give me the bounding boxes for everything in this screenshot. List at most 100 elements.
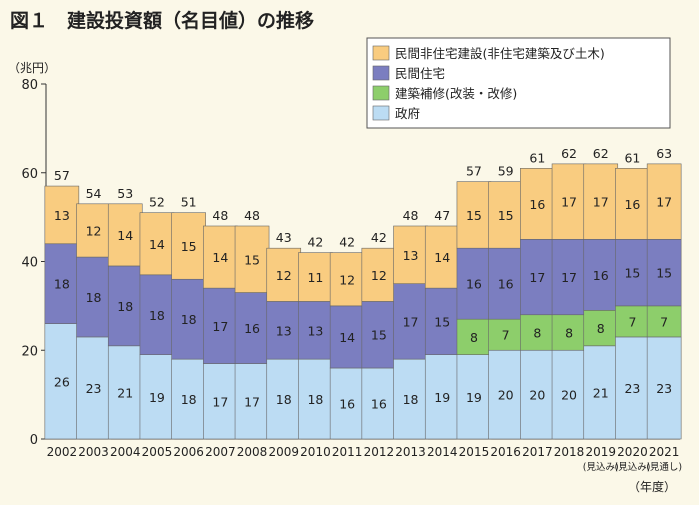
segment-value-label: 23	[86, 381, 102, 396]
bar-segment	[520, 349, 555, 440]
segment-value-label: 17	[244, 394, 260, 409]
total-value-label: 53	[117, 186, 133, 201]
x-tick-label: 2021	[649, 445, 680, 459]
total-value-label: 57	[466, 164, 482, 179]
bar-segment	[520, 239, 555, 316]
bar-segment	[646, 239, 682, 307]
bar-segment	[329, 305, 365, 369]
x-tick-label: 2020	[617, 445, 648, 459]
segment-value-label: 23	[624, 381, 640, 396]
x-tick-label: 2003	[78, 445, 109, 459]
bar-segment	[551, 349, 587, 440]
legend-label: 建築補修(改装・改修)	[395, 86, 517, 101]
bar-segment	[139, 212, 175, 276]
bar-segment	[488, 247, 523, 320]
total-value-label: 48	[244, 208, 260, 223]
segment-value-label: 16	[624, 197, 640, 212]
x-tick-label: 2002	[47, 445, 78, 459]
total-value-label: 54	[86, 186, 102, 201]
total-value-label: 59	[498, 164, 514, 179]
x-tick-label: 2008	[237, 445, 268, 459]
y-axis-label: （兆円）	[8, 61, 56, 75]
segment-value-label: 13	[276, 323, 292, 338]
x-tick-label: 2006	[173, 445, 204, 459]
segment-value-label: 20	[498, 388, 514, 403]
total-value-label: 42	[371, 230, 387, 245]
segment-value-label: 15	[466, 208, 482, 223]
segment-value-label: 18	[276, 392, 292, 407]
legend-label: 政府	[395, 106, 420, 121]
segment-value-label: 7	[502, 328, 510, 343]
bar-segment	[615, 305, 650, 338]
bar-segment	[646, 336, 682, 440]
total-value-label: 42	[339, 235, 355, 250]
bar-segment	[234, 363, 270, 440]
segment-value-label: 14	[117, 228, 133, 243]
bar-segment	[361, 367, 397, 440]
total-value-label: 48	[212, 208, 228, 223]
bar-segment	[203, 225, 238, 289]
x-tick-note: (見通し)	[646, 462, 682, 473]
segment-value-label: 16	[466, 277, 482, 292]
x-tick-label: 2012	[364, 445, 395, 459]
x-tick-label: 2004	[110, 445, 141, 459]
segment-value-label: 17	[403, 314, 419, 329]
bar-segment	[203, 363, 238, 440]
legend-swatch	[372, 85, 390, 101]
segment-value-label: 23	[656, 381, 672, 396]
bar-segment	[615, 168, 650, 240]
bar-segment	[329, 367, 365, 440]
segment-value-label: 18	[149, 308, 165, 323]
segment-value-label: 14	[149, 237, 165, 252]
total-value-label: 52	[149, 195, 165, 210]
segment-value-label: 7	[628, 314, 636, 329]
segment-value-label: 14	[339, 330, 355, 345]
x-tick-label: 2014	[427, 445, 458, 459]
x-tick-label: 2009	[268, 445, 299, 459]
segment-value-label: 18	[307, 392, 323, 407]
segment-value-label: 13	[54, 208, 70, 223]
segment-value-label: 19	[149, 390, 165, 405]
segment-value-label: 14	[434, 250, 450, 265]
segment-value-label: 12	[86, 223, 102, 238]
legend-swatch	[372, 105, 390, 121]
segment-value-label: 15	[624, 266, 640, 281]
total-value-label: 42	[307, 235, 323, 250]
bar-segment	[139, 274, 175, 355]
total-value-label: 43	[276, 230, 292, 245]
x-tick-note: (見込み)	[614, 462, 650, 473]
bar-segment	[393, 283, 428, 360]
y-tick-label: 40	[21, 256, 38, 271]
bar-segment	[44, 185, 80, 245]
segment-value-label: 8	[533, 326, 541, 341]
segment-value-label: 13	[307, 323, 323, 338]
bar-segment	[520, 168, 555, 240]
x-tick-label: 2016	[490, 445, 521, 459]
segment-value-label: 15	[371, 328, 387, 343]
total-value-label: 51	[181, 195, 197, 210]
y-tick-label: 80	[21, 78, 38, 93]
x-tick-label: 2007	[205, 445, 236, 459]
bar-segment	[393, 358, 428, 440]
x-axis-label: （年度）	[628, 479, 676, 494]
segment-value-label: 18	[54, 277, 70, 292]
segment-value-label: 8	[565, 326, 573, 341]
bar-segment	[234, 292, 270, 364]
segment-value-label: 13	[403, 248, 419, 263]
segment-value-label: 17	[212, 394, 228, 409]
total-value-label: 61	[624, 150, 640, 165]
segment-value-label: 12	[276, 268, 292, 283]
bar-segment	[107, 203, 143, 267]
total-value-label: 57	[54, 168, 70, 183]
chart-title: 図１ 建設投資額（名目値）の推移	[10, 10, 315, 32]
segment-value-label: 18	[181, 312, 197, 327]
bar-segment	[234, 225, 270, 293]
x-tick-label: 2017	[522, 445, 553, 459]
bar-segment	[266, 247, 302, 302]
segment-value-label: 17	[656, 195, 672, 210]
legend-label: 民間非住宅建設(非住宅建築及び土木)	[395, 46, 605, 61]
bar-segment	[424, 225, 460, 289]
x-tick-label: 2005	[142, 445, 173, 459]
bar-segment	[424, 287, 460, 355]
